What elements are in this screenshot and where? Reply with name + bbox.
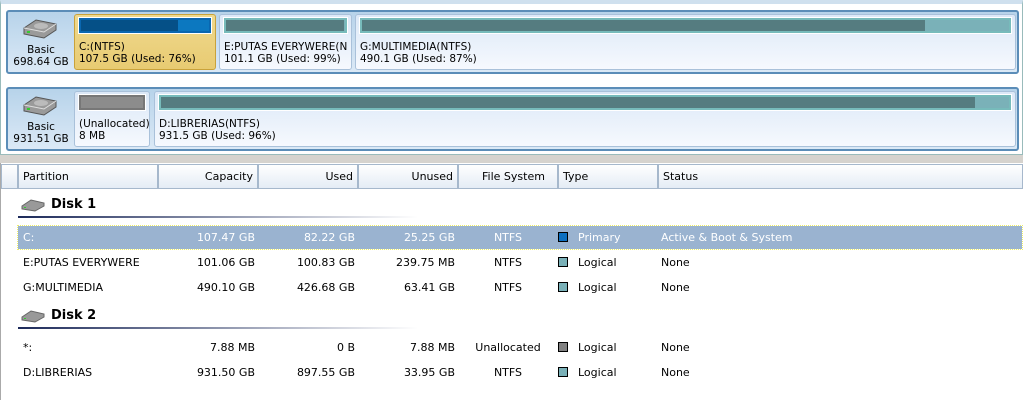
cell-partition: C: xyxy=(23,231,35,244)
partition-name: C:(NTFS) xyxy=(79,41,125,53)
usage-bar xyxy=(223,17,348,34)
partition-info: 107.5 GB (Used: 76%) xyxy=(79,53,196,65)
column-header-type[interactable]: Type xyxy=(558,164,658,189)
cell-file-system: NTFS xyxy=(493,366,523,379)
hard-disk-icon xyxy=(21,310,45,323)
cell-partition: D:LIBRERIAS xyxy=(23,366,93,379)
cell-unused: 33.95 GB xyxy=(403,366,455,379)
disk-info: Basic 698.64 GB xyxy=(8,12,74,72)
partition-info: 490.1 GB (Used: 87%) xyxy=(360,53,477,65)
table-row[interactable]: C: 107.47 GB 82.22 GB 25.25 GB NTFS Primary Ac… xyxy=(17,225,1023,250)
partition-block-unallocated[interactable]: (Unallocated) 8 MB xyxy=(74,91,150,147)
partition-list: Partition Capacity Used Unused File Syst… xyxy=(0,163,1023,400)
cell-capacity: 931.50 GB xyxy=(196,366,255,379)
cell-capacity: 101.06 GB xyxy=(196,256,255,269)
partition-name: D:LIBRERIAS(NTFS) xyxy=(159,118,260,130)
type-color-icon xyxy=(558,257,568,267)
divider xyxy=(18,327,418,329)
table-row[interactable]: *: 7.88 MB 0 B 7.88 MB Unallocated Logical Non… xyxy=(18,336,1022,359)
cell-type: Logical xyxy=(558,276,658,299)
disk-group-header: Disk 1 xyxy=(21,195,96,215)
column-header-used[interactable]: Used xyxy=(258,164,358,189)
divider xyxy=(18,216,418,218)
cell-status: None xyxy=(661,341,690,354)
cell-unused: 239.75 MB xyxy=(395,256,455,269)
type-color-icon xyxy=(558,342,568,352)
hard-disk-icon xyxy=(21,199,45,212)
cell-file-system: NTFS xyxy=(493,231,523,244)
usage-bar xyxy=(78,17,212,34)
cell-type: Primary xyxy=(558,226,658,249)
partition-block-c[interactable]: C:(NTFS) 107.5 GB (Used: 76%) xyxy=(74,14,216,70)
cell-file-system: NTFS xyxy=(493,281,523,294)
column-header-status[interactable]: Status xyxy=(658,164,1023,189)
cell-used: 82.22 GB xyxy=(303,231,355,244)
cell-status: None xyxy=(661,281,690,294)
column-header-capacity[interactable]: Capacity xyxy=(158,164,258,189)
disk-size: 931.51 GB xyxy=(13,133,69,145)
cell-capacity: 490.10 GB xyxy=(196,281,255,294)
disk-2-panel[interactable]: Basic 931.51 GB (Unallocated) 8 MB D:LIB… xyxy=(6,87,1019,151)
disk-type: Basic xyxy=(27,121,55,133)
disk-group-label: Disk 1 xyxy=(51,197,97,212)
partition-info: 101.1 GB (Used: 99%) xyxy=(224,53,341,65)
cell-unused: 25.25 GB xyxy=(403,231,455,244)
partition-block-g[interactable]: G:MULTIMEDIA(NTFS) 490.1 GB (Used: 87%) xyxy=(355,14,1016,70)
type-label: Logical xyxy=(578,341,617,354)
cell-partition: E:PUTAS EVERYWERE xyxy=(23,256,140,269)
partition-block-d[interactable]: D:LIBRERIAS(NTFS) 931.5 GB (Used: 96%) xyxy=(154,91,1016,147)
cell-capacity: 7.88 MB xyxy=(209,341,255,354)
hard-disk-icon xyxy=(23,19,57,39)
usage-bar xyxy=(359,17,1012,34)
cell-status: Active & Boot & System xyxy=(661,231,793,244)
cell-file-system: NTFS xyxy=(493,256,523,269)
partition-info: 8 MB xyxy=(79,130,106,142)
table-row[interactable]: E:PUTAS EVERYWERE 101.06 GB 100.83 GB 239.7… xyxy=(18,251,1022,274)
column-header-unused[interactable]: Unused xyxy=(358,164,458,189)
cell-capacity: 107.47 GB xyxy=(196,231,255,244)
usage-bar xyxy=(158,94,1012,111)
usage-bar xyxy=(78,94,146,111)
table-row[interactable]: D:LIBRERIAS 931.50 GB 897.55 GB 33.95 GB NTF… xyxy=(18,361,1022,384)
hard-disk-icon xyxy=(23,96,57,116)
type-label: Logical xyxy=(578,281,617,294)
cell-type: Logical xyxy=(558,251,658,274)
type-color-icon xyxy=(558,232,568,242)
cell-unused: 7.88 MB xyxy=(409,341,455,354)
cell-unused: 63.41 GB xyxy=(403,281,455,294)
disk-group-label: Disk 2 xyxy=(51,308,97,323)
partition-block-e[interactable]: E:PUTAS EVERYWERE(N 101.1 GB (Used: 99%) xyxy=(219,14,352,70)
splitter[interactable] xyxy=(0,155,1023,163)
disk-info: Basic 931.51 GB xyxy=(8,89,74,149)
type-label: Logical xyxy=(578,256,617,269)
cell-used: 0 B xyxy=(336,341,355,354)
cell-partition: *: xyxy=(23,341,33,354)
cell-used: 426.68 GB xyxy=(296,281,355,294)
cell-used: 100.83 GB xyxy=(296,256,355,269)
cell-type: Logical xyxy=(558,361,658,384)
partition-name: E:PUTAS EVERYWERE(N xyxy=(224,41,348,53)
cell-used: 897.55 GB xyxy=(296,366,355,379)
disk-map: Basic 698.64 GB C:(NTFS) 107.5 GB (Used:… xyxy=(0,0,1023,155)
type-color-icon xyxy=(558,282,568,292)
partition-info: 931.5 GB (Used: 96%) xyxy=(159,130,276,142)
column-header-gutter xyxy=(1,164,18,189)
partition-name: (Unallocated) xyxy=(79,118,150,130)
column-header-file-system[interactable]: File System xyxy=(458,164,558,189)
table-row[interactable]: G:MULTIMEDIA 490.10 GB 426.68 GB 63.41 GB NT… xyxy=(18,276,1022,299)
type-color-icon xyxy=(558,367,568,377)
cell-type: Logical xyxy=(558,336,658,359)
type-label: Primary xyxy=(578,231,621,244)
disk-size: 698.64 GB xyxy=(13,56,69,68)
partition-name: G:MULTIMEDIA(NTFS) xyxy=(360,41,472,53)
cell-status: None xyxy=(661,256,690,269)
column-header-partition[interactable]: Partition xyxy=(18,164,158,189)
type-label: Logical xyxy=(578,366,617,379)
cell-partition: G:MULTIMEDIA xyxy=(23,281,104,294)
disk-1-panel[interactable]: Basic 698.64 GB C:(NTFS) 107.5 GB (Used:… xyxy=(6,10,1019,74)
disk-type: Basic xyxy=(27,44,55,56)
cell-file-system: Unallocated xyxy=(475,341,541,354)
disk-group-header: Disk 2 xyxy=(21,306,96,326)
cell-status: None xyxy=(661,366,690,379)
